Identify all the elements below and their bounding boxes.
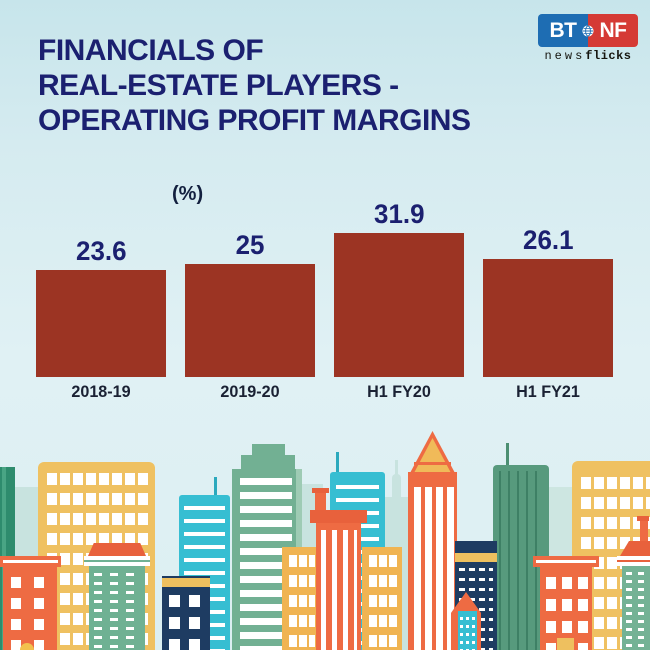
bar-value-label: 26.1 <box>522 224 574 255</box>
building-greencap-roof <box>88 543 146 556</box>
building-sage-right <box>622 566 650 650</box>
logo-nf-text: NF <box>588 14 638 47</box>
antenna <box>336 452 339 474</box>
category-label: 2019-20 <box>220 382 280 401</box>
logo-bt-text: BT <box>538 14 588 47</box>
bar-value-label: 31.9 <box>373 198 425 229</box>
globe-icon <box>582 25 594 36</box>
tagline-news: news <box>544 49 586 63</box>
bar-group: 23.6 2018-19 <box>36 196 166 401</box>
bar-group: 31.9 H1 FY20 <box>334 196 464 401</box>
chimney-cap <box>312 488 329 493</box>
building-greencap-coping <box>84 556 150 566</box>
page-title: FINANCIALS OF REAL-ESTATE PLAYERS - OPER… <box>38 33 471 138</box>
category-label: H1 FY20 <box>367 382 431 401</box>
btnf-logo-box: BT NF <box>538 14 638 47</box>
building-sage-cap1 <box>252 444 285 457</box>
bar-value-label: 23.6 <box>75 236 127 267</box>
bar-group: 25 2019-20 <box>185 196 315 401</box>
building-empire-tower <box>408 472 457 650</box>
building-orange-right <box>540 567 592 650</box>
bar <box>185 263 315 377</box>
building-orange-right-ledge <box>533 556 599 567</box>
category-label: 2018-19 <box>71 382 131 401</box>
building-sage-cap2 <box>241 455 295 471</box>
silhouette-needle <box>395 460 398 476</box>
building-orange-left-ledge <box>0 556 61 567</box>
door-arch <box>20 643 34 650</box>
building-sage-right-coping <box>617 556 650 566</box>
title-line-2: REAL-ESTATE PLAYERS - <box>38 69 399 102</box>
unit-label: (%) <box>172 183 204 205</box>
chimney <box>640 519 648 542</box>
bar-group: 26.1 H1 FY21 <box>483 196 613 401</box>
door <box>557 638 574 650</box>
chimney-cap <box>637 516 649 521</box>
building-navy-left <box>162 576 210 650</box>
bar <box>483 258 613 377</box>
bar <box>36 270 166 377</box>
title-line-3: OPERATING PROFIT MARGINS <box>38 104 471 137</box>
building-orange-striped-ledge <box>310 510 367 523</box>
bar-chart: 23.6 2018-19 25 2019-20 31.9 H1 FY20 26.1 H1 FY… <box>36 196 613 401</box>
category-label: H1 FY21 <box>516 382 580 401</box>
bar-value-label: 25 <box>235 229 265 260</box>
tagline-flicks: flicks <box>585 49 632 63</box>
chimney <box>315 491 326 512</box>
empire-spire-line <box>414 462 451 465</box>
antenna <box>214 477 217 497</box>
building-orange-left <box>3 567 57 650</box>
logo-tagline: newsflicks <box>538 49 638 63</box>
btnf-logo: BT NF newsflicks <box>538 14 638 63</box>
building-gold-b <box>362 547 402 650</box>
silhouette-spire <box>392 474 401 500</box>
building-gold-a <box>282 547 320 650</box>
title-line-1: FINANCIALS OF <box>38 34 264 67</box>
bar <box>334 232 464 377</box>
building-sage-right-roof <box>620 541 650 556</box>
building-orange-striped <box>316 523 361 650</box>
antenna <box>506 443 509 467</box>
building-teal-mini <box>458 611 477 650</box>
building-greencap-body <box>89 566 145 650</box>
